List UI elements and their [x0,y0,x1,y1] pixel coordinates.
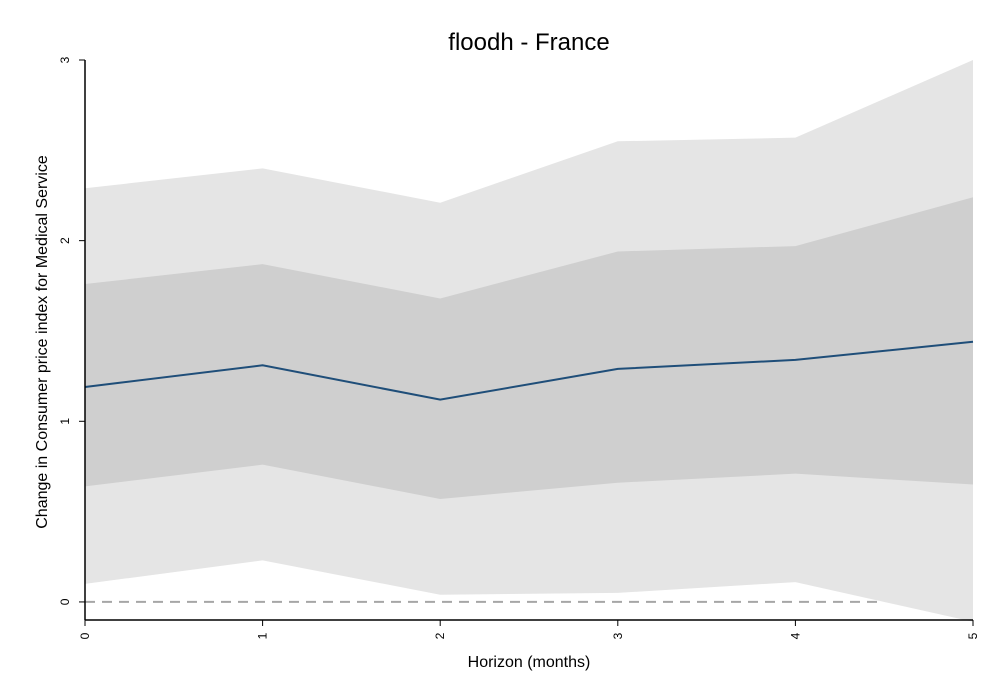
x-tick-label: 5 [966,632,980,639]
axes [84,60,973,621]
x-tick-label: 1 [256,632,270,639]
x-tick-label: 0 [78,632,92,639]
y-axis-ticks: 0 1 2 3 [58,56,85,605]
confidence-bands [85,60,973,622]
y-tick-label: 1 [58,418,72,425]
x-axis-label: Horizon (months) [468,654,591,671]
y-tick-label: 0 [58,598,72,605]
y-tick-label: 2 [58,237,72,244]
x-axis-ticks: 0 1 2 3 4 5 [78,620,980,639]
chart-title: floodh - France [448,29,609,56]
inner-confidence-band [85,197,973,499]
x-tick-label: 4 [788,632,802,639]
y-tick-label: 3 [58,56,72,63]
x-tick-label: 3 [611,632,625,639]
point-estimate-line [84,340,974,401]
x-tick-label: 2 [433,632,447,639]
y-axis-label: Change in Consumer price index for Medic… [34,155,51,529]
